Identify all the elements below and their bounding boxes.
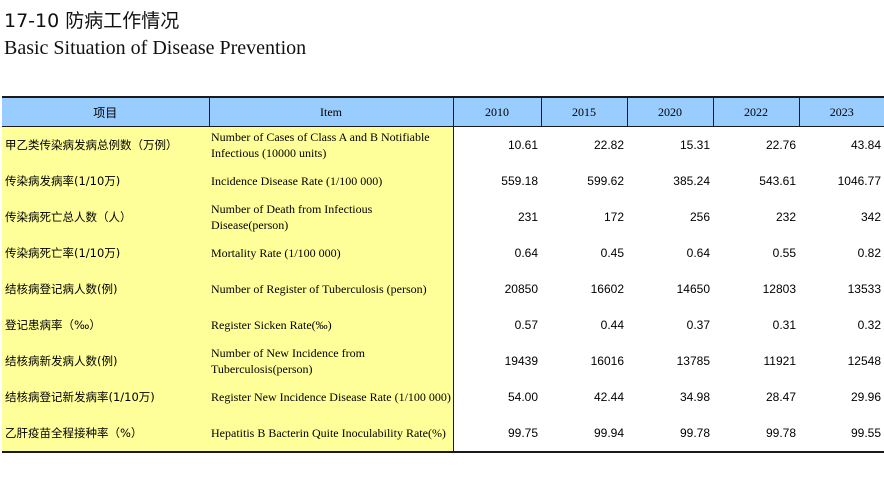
row-label-cn: 甲乙类传染病发病总例数（万例） (2, 126, 209, 163)
row-label-en: Hepatitis B Bacterin Quite Inoculability… (209, 415, 454, 453)
table-row: 结核病新发病人数(例) Number of New Incidence from… (2, 343, 884, 379)
cell-value: 385.24 (673, 174, 710, 188)
cell-value: 99.75 (453, 415, 541, 453)
cell-value: 54.00 (507, 390, 538, 404)
header-year-2022: 2022 (712, 96, 799, 127)
cell-value: 43.84 (850, 138, 881, 152)
row-label-cn: 结核病新发病人数(例) (2, 343, 209, 379)
cell-value: 0.45 (600, 246, 624, 260)
cell-value: 0.64 (514, 246, 538, 260)
row-label-en: Number of New Incidence from Tuberculosi… (209, 343, 454, 379)
cell-value: 99.78 (627, 415, 713, 453)
cell-value: 16602 (590, 282, 624, 296)
header-year-2015: 2015 (540, 96, 627, 127)
table-row: 传染病死亡率(1/10万) Mortality Rate (1/100 000)… (2, 235, 884, 271)
cell-value: 10.61 (507, 138, 538, 152)
cell-value: 42.44 (593, 390, 624, 404)
header-row: 项目 Item 2010 2015 2020 2022 2023 (2, 96, 884, 127)
data-table: 项目 Item 2010 2015 2020 2022 2023 甲乙类传染病发… (2, 96, 884, 453)
cell-value: 0.82 (857, 246, 881, 260)
cell-value: 29.96 (850, 390, 881, 404)
cell-value: 22.82 (593, 138, 624, 152)
header-year-2020: 2020 (626, 96, 713, 127)
cell-value: 99.55 (799, 415, 884, 453)
cell-value: 559.18 (501, 174, 538, 188)
cell-value: 14650 (676, 282, 710, 296)
cell-value: 231 (517, 210, 538, 224)
row-label-en: Incidence Disease Rate (1/100 000) (209, 163, 454, 199)
cell-value: 16016 (590, 354, 624, 368)
row-label-cn: 结核病登记新发病率(1/10万) (2, 379, 209, 415)
header-year-2023: 2023 (798, 96, 884, 127)
table-row: 结核病登记病人数(例) Number of Register of Tuberc… (2, 271, 884, 307)
cell-value: 0.37 (686, 318, 710, 332)
row-label-cn: 传染病死亡率(1/10万) (2, 235, 209, 271)
cell-value: 342 (860, 210, 881, 224)
cell-value: 543.61 (759, 174, 796, 188)
cell-value: 1046.77 (837, 174, 881, 188)
row-label-en: Register New Incidence Disease Rate (1/1… (209, 379, 454, 415)
table-row: 登记患病率（‰） Register Sicken Rate(‰) 0.57 0.… (2, 307, 884, 343)
cell-value: 22.76 (765, 138, 796, 152)
cell-value: 256 (689, 210, 710, 224)
cell-value: 0.32 (857, 318, 881, 332)
table-row: 结核病登记新发病率(1/10万) Register New Incidence … (2, 379, 884, 415)
cell-value: 0.57 (514, 318, 538, 332)
cell-value: 0.44 (600, 318, 624, 332)
row-label-cn: 传染病死亡总人数（人） (2, 199, 209, 235)
table-row: 传染病死亡总人数（人） Number of Death from Infecti… (2, 199, 884, 235)
cell-value: 13785 (676, 354, 710, 368)
cell-value: 0.64 (686, 246, 710, 260)
cell-value: 99.94 (541, 415, 627, 453)
cell-value: 34.98 (679, 390, 710, 404)
row-label-en: Number of Death from Infectious Disease(… (209, 199, 454, 235)
cell-value: 599.62 (587, 174, 624, 188)
cell-value: 20850 (504, 282, 538, 296)
row-label-en: Register Sicken Rate(‰) (209, 307, 454, 343)
cell-value: 12803 (762, 282, 796, 296)
cell-value: 172 (603, 210, 624, 224)
table-row: 甲乙类传染病发病总例数（万例） Number of Cases of Class… (2, 126, 884, 163)
row-label-cn: 登记患病率（‰） (2, 307, 209, 343)
cell-value: 0.55 (772, 246, 796, 260)
cell-value: 0.31 (772, 318, 796, 332)
cell-value: 232 (775, 210, 796, 224)
header-item-cn: 项目 (2, 96, 209, 127)
table-number-title-cn: 17-10 防病工作情况 (4, 10, 180, 32)
cell-value: 99.78 (713, 415, 799, 453)
table-row: 乙肝疫苗全程接种率（%） Hepatitis B Bacterin Quite … (2, 415, 884, 453)
table-row: 传染病发病率(1/10万) Incidence Disease Rate (1/… (2, 163, 884, 199)
cell-value: 13533 (847, 282, 881, 296)
table-title-en: Basic Situation of Disease Prevention (4, 37, 307, 59)
cell-value: 11921 (763, 354, 796, 368)
header-item-en: Item (208, 96, 453, 127)
header-year-2010: 2010 (452, 96, 541, 127)
cell-value: 19439 (504, 354, 538, 368)
row-label-cn: 传染病发病率(1/10万) (2, 163, 209, 199)
cell-value: 15.31 (679, 138, 710, 152)
row-label-cn: 结核病登记病人数(例) (2, 271, 209, 307)
cell-value: 28.47 (765, 390, 796, 404)
row-label-en: Mortality Rate (1/100 000) (209, 235, 454, 271)
row-label-en: Number of Register of Tuberculosis (pers… (209, 271, 454, 307)
row-label-cn: 乙肝疫苗全程接种率（%） (2, 415, 209, 453)
row-label-en: Number of Cases of Class A and B Notifia… (209, 126, 454, 163)
cell-value: 12548 (847, 354, 881, 368)
